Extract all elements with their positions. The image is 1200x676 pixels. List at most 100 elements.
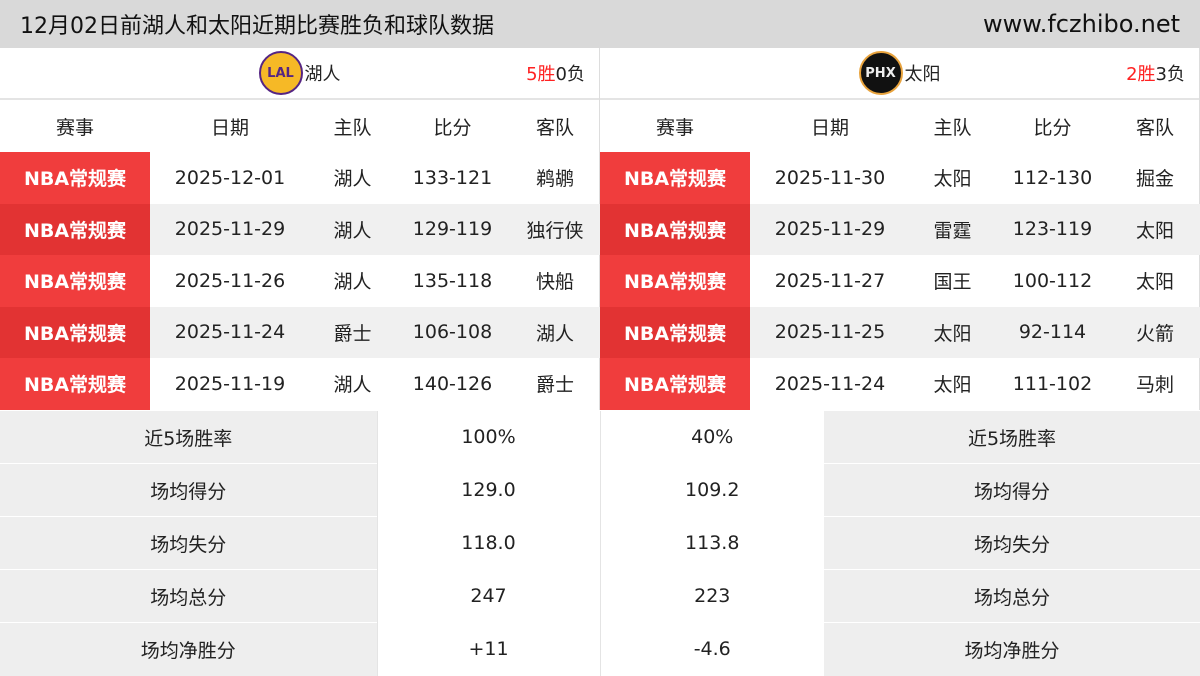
away-team-cell[interactable]: 快船 (535, 271, 574, 294)
team-header: LAL 湖人 5胜0负 (0, 48, 599, 100)
stat-row: 场均失分 118.0 113.8 场均失分 (0, 516, 1200, 570)
away-team-cell[interactable]: 马刺 (1135, 374, 1174, 397)
score-cell: 135-118 (412, 269, 493, 292)
competition-cell[interactable]: NBA常规赛 (0, 306, 150, 358)
stat-label: 场均总分 (0, 569, 377, 623)
lakers-stat-value: 100% (376, 410, 600, 464)
score-cell: 100-112 (1012, 269, 1093, 292)
team-record: 5胜0负 (526, 64, 585, 85)
recent-games-table: 赛事 日期 主队 比分 客队 NBA常规赛 2025-12-01 湖人 133-121 鹈鹕 NBA… (0, 100, 600, 410)
stat-label: 场均净胜分 (824, 622, 1200, 676)
column-header: 比分 (433, 116, 472, 139)
score-cell: 106-108 (395, 306, 510, 358)
stat-label: 场均失分 (0, 516, 377, 570)
score-cell: 112-130 (1012, 166, 1093, 189)
table-row: NBA常规赛 2025-11-19 湖人 140-126 爵士 (0, 358, 600, 410)
home-team-cell[interactable]: 雷霆 (910, 203, 995, 255)
home-team-cell[interactable]: 国王 (933, 271, 972, 294)
away-team-cell[interactable]: 独行侠 (510, 203, 600, 255)
column-header: 客队 (1135, 116, 1174, 139)
home-team-cell[interactable]: 爵士 (310, 306, 395, 358)
stats-table: 近5场胜率 100% 40% 近5场胜率 场均得分 129.0 109.2 场均… (0, 410, 1200, 676)
away-team-cell[interactable]: 太阳 (1135, 271, 1174, 294)
suns-stat-value: 109.2 (599, 463, 824, 517)
title-bar: 12月02日前湖人和太阳近期比赛胜负和球队数据 www.fczhibo.net (0, 0, 1200, 48)
table-row: NBA常规赛 2025-12-01 湖人 133-121 鹈鹕 (0, 152, 600, 204)
stat-label: 场均得分 (0, 463, 377, 517)
stat-label: 场均净胜分 (0, 622, 377, 676)
home-team-cell[interactable]: 太阳 (910, 306, 995, 358)
table-row: NBA常规赛 2025-11-29 湖人 129-119 独行侠 (0, 203, 600, 255)
score-cell: 123-119 (995, 203, 1110, 255)
home-team-cell[interactable]: 太阳 (933, 168, 972, 191)
column-header: 日期 (210, 116, 249, 139)
home-team-cell[interactable]: 湖人 (310, 203, 395, 255)
away-team-cell[interactable]: 火箭 (1110, 306, 1200, 358)
team-name[interactable]: 湖人 (304, 64, 341, 85)
team-header: PHX 太阳 2胜3负 (600, 48, 1199, 100)
column-header: 赛事 (55, 116, 94, 139)
home-team-cell[interactable]: 湖人 (333, 168, 372, 191)
competition-cell[interactable]: NBA常规赛 (0, 152, 150, 204)
competition-cell[interactable]: NBA常规赛 (600, 203, 750, 255)
stat-label: 场均得分 (824, 463, 1200, 517)
competition-cell[interactable]: NBA常规赛 (600, 306, 750, 358)
date-cell: 2025-11-29 (150, 203, 310, 255)
column-header: 日期 (810, 116, 849, 139)
lakers-stat-value: +11 (376, 622, 600, 676)
team-name[interactable]: 太阳 (904, 64, 941, 85)
column-header: 赛事 (655, 116, 694, 139)
table-row: NBA常规赛 2025-11-24 太阳 111-102 马刺 (600, 358, 1200, 410)
competition-cell[interactable]: NBA常规赛 (600, 358, 750, 410)
away-team-cell[interactable]: 鹈鹕 (535, 168, 574, 191)
date-cell: 2025-11-24 (150, 306, 310, 358)
lakers-stat-value: 247 (376, 569, 600, 623)
column-header: 比分 (1033, 116, 1072, 139)
date-cell: 2025-11-19 (174, 372, 286, 395)
table-row: NBA常规赛 2025-11-25 太阳 92-114 火箭 (600, 306, 1200, 358)
table-row: NBA常规赛 2025-11-29 雷霆 123-119 太阳 (600, 203, 1200, 255)
suns-panel: PHX 太阳 2胜3负 赛事 日期 主队 比分 客队 NBA常规赛 2025-11-30 太阳… (600, 48, 1200, 410)
away-team-cell[interactable]: 爵士 (535, 374, 574, 397)
column-header: 主队 (333, 116, 372, 139)
date-cell: 2025-11-24 (774, 372, 886, 395)
stat-label: 场均失分 (824, 516, 1200, 570)
competition-cell[interactable]: NBA常规赛 (0, 203, 150, 255)
table-row: NBA常规赛 2025-11-26 湖人 135-118 快船 (0, 255, 600, 307)
page-title: 12月02日前湖人和太阳近期比赛胜负和球队数据 (20, 14, 494, 39)
home-team-cell[interactable]: 太阳 (933, 374, 972, 397)
lakers-stat-value: 118.0 (376, 516, 600, 570)
home-team-cell[interactable]: 湖人 (333, 271, 372, 294)
score-cell: 133-121 (412, 166, 493, 189)
date-cell: 2025-11-25 (750, 306, 910, 358)
date-cell: 2025-11-30 (774, 166, 886, 189)
lakers-stat-value: 129.0 (376, 463, 600, 517)
score-cell: 92-114 (995, 306, 1110, 358)
suns-stat-value: -4.6 (599, 622, 824, 676)
stat-row: 场均得分 129.0 109.2 场均得分 (0, 463, 1200, 517)
stat-label: 场均总分 (824, 569, 1200, 623)
suns-stat-value: 113.8 (599, 516, 824, 570)
away-team-cell[interactable]: 掘金 (1135, 168, 1174, 191)
table-row: NBA常规赛 2025-11-30 太阳 112-130 掘金 (600, 152, 1200, 204)
date-cell: 2025-11-27 (774, 269, 886, 292)
recent-games-table: 赛事 日期 主队 比分 客队 NBA常规赛 2025-11-30 太阳 112-130 掘金 NBA… (600, 100, 1200, 410)
competition-cell[interactable]: NBA常规赛 (600, 255, 750, 307)
competition-cell[interactable]: NBA常规赛 (600, 152, 750, 204)
site-url[interactable]: www.fczhibo.net (983, 10, 1180, 38)
away-team-cell[interactable]: 太阳 (1110, 203, 1200, 255)
home-team-cell[interactable]: 湖人 (333, 374, 372, 397)
date-cell: 2025-11-29 (750, 203, 910, 255)
stat-label: 近5场胜率 (0, 410, 377, 464)
column-header: 客队 (535, 116, 574, 139)
competition-cell[interactable]: NBA常规赛 (0, 255, 150, 307)
stat-row: 场均总分 247 223 场均总分 (0, 569, 1200, 623)
stat-row: 场均净胜分 +11 -4.6 场均净胜分 (0, 622, 1200, 676)
suns-stat-value: 40% (599, 410, 824, 464)
competition-cell[interactable]: NBA常规赛 (0, 358, 150, 410)
away-team-cell[interactable]: 湖人 (510, 306, 600, 358)
score-cell: 129-119 (395, 203, 510, 255)
date-cell: 2025-11-26 (174, 269, 286, 292)
team-logo-icon: PHX (858, 51, 903, 95)
date-cell: 2025-12-01 (174, 166, 286, 189)
